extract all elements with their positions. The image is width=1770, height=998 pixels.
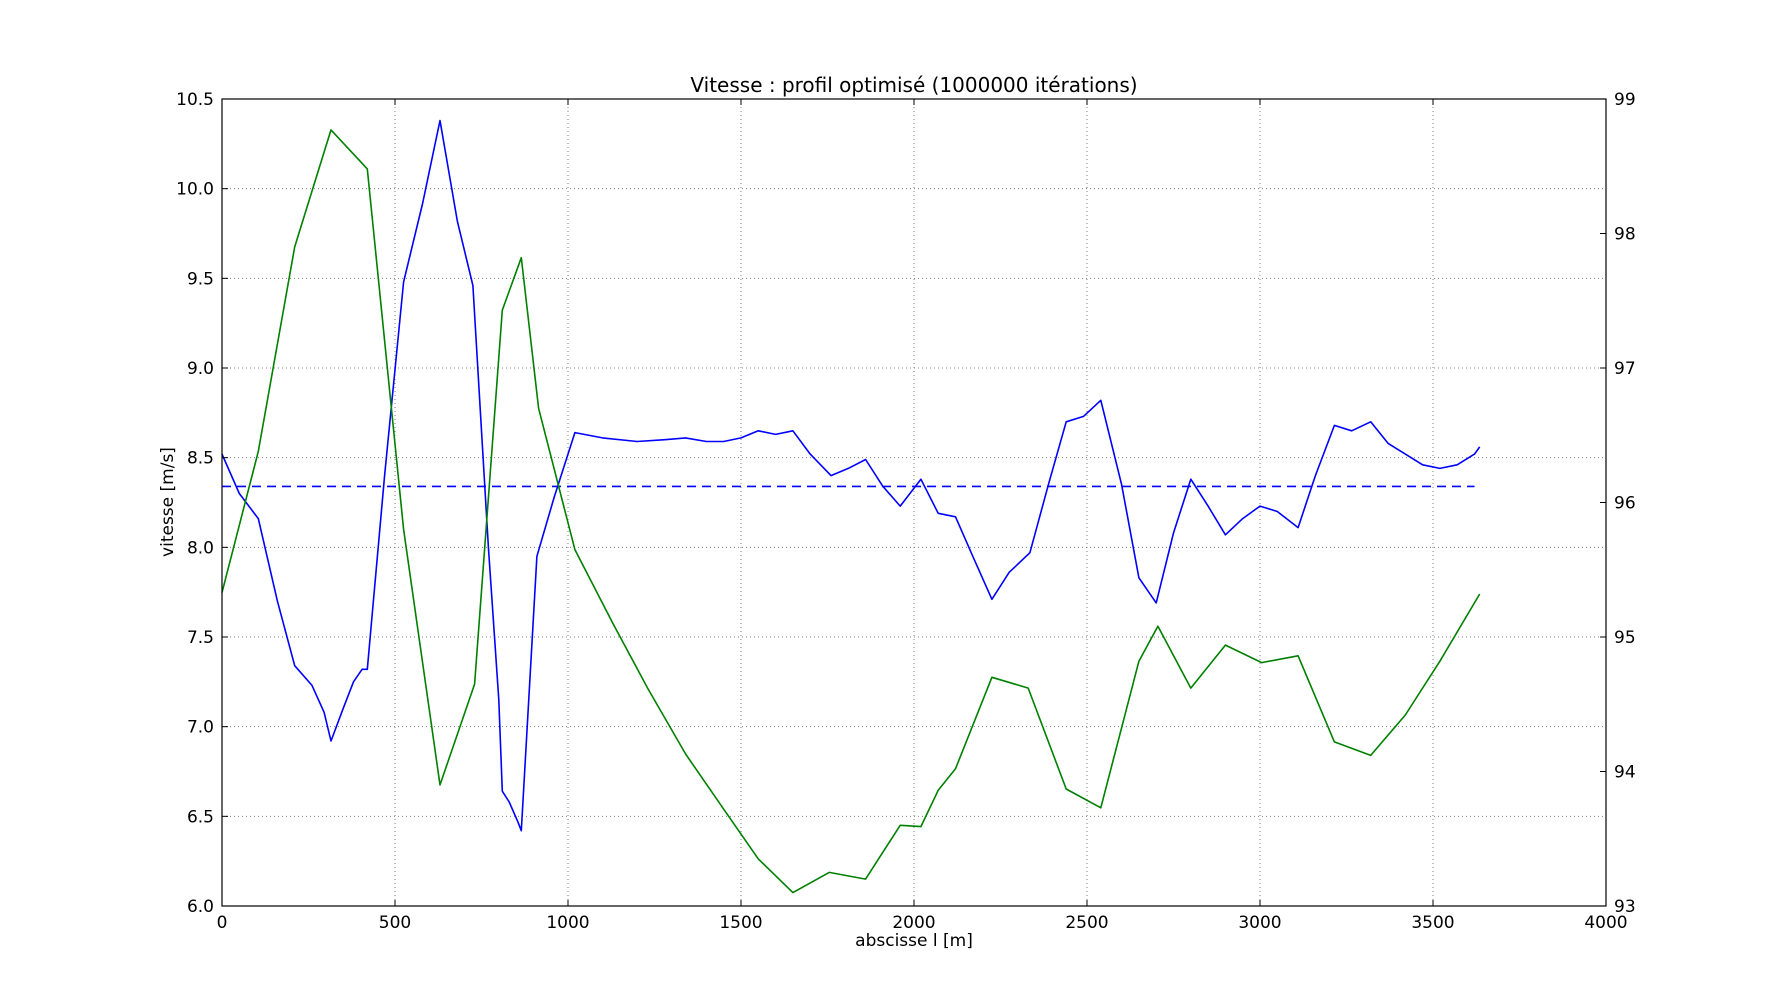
x-tick-label: 3500 — [1411, 913, 1454, 933]
x-tick-label: 500 — [379, 913, 411, 933]
y2-tick-label: 98 — [1614, 225, 1636, 245]
x-tick-label: 0 — [217, 913, 228, 933]
y2-tick-label: 95 — [1614, 628, 1636, 648]
y-tick-label: 10.5 — [176, 90, 214, 110]
x-tick-label: 1000 — [546, 913, 589, 933]
grid — [222, 99, 1606, 906]
series-line-0 — [221, 119, 1481, 832]
chart-title: Vitesse : profil optimisé (1000000 itéra… — [690, 73, 1137, 97]
y-axis-label: vitesse [m/s] — [158, 447, 178, 557]
y-tick-label: 8.0 — [187, 538, 214, 558]
x-tick-label: 3000 — [1238, 913, 1281, 933]
y-tick-label: 9.5 — [187, 269, 214, 289]
y-tick-label: 9.0 — [187, 359, 214, 379]
x-tick-label: 4000 — [1584, 913, 1627, 933]
y-tick-label: 6.0 — [187, 897, 214, 917]
x-tick-label: 2000 — [892, 913, 935, 933]
y-tick-label: 10.0 — [176, 180, 214, 200]
plot-series — [221, 119, 1481, 894]
y-tick-label: 6.5 — [187, 807, 214, 827]
series-line-2 — [221, 129, 1481, 894]
x-axis-label: abscisse l [m] — [855, 931, 973, 951]
y2-tick-label: 93 — [1614, 897, 1636, 917]
y2-tick-label: 96 — [1614, 494, 1636, 514]
y2-tick-label: 97 — [1614, 359, 1636, 379]
x-tick-label: 2500 — [1065, 913, 1108, 933]
y2-tick-label: 99 — [1614, 90, 1636, 110]
y2-tick-label: 94 — [1614, 763, 1636, 783]
y-tick-label: 7.0 — [187, 718, 214, 738]
y-tick-label: 7.5 — [187, 628, 214, 648]
y-tick-label: 8.5 — [187, 449, 214, 469]
ticks: 0 500 1000 1500 2000 2500 3000 3500 4000 6.0 6.5 7.… — [176, 90, 1636, 933]
x-tick-label: 1500 — [719, 913, 762, 933]
